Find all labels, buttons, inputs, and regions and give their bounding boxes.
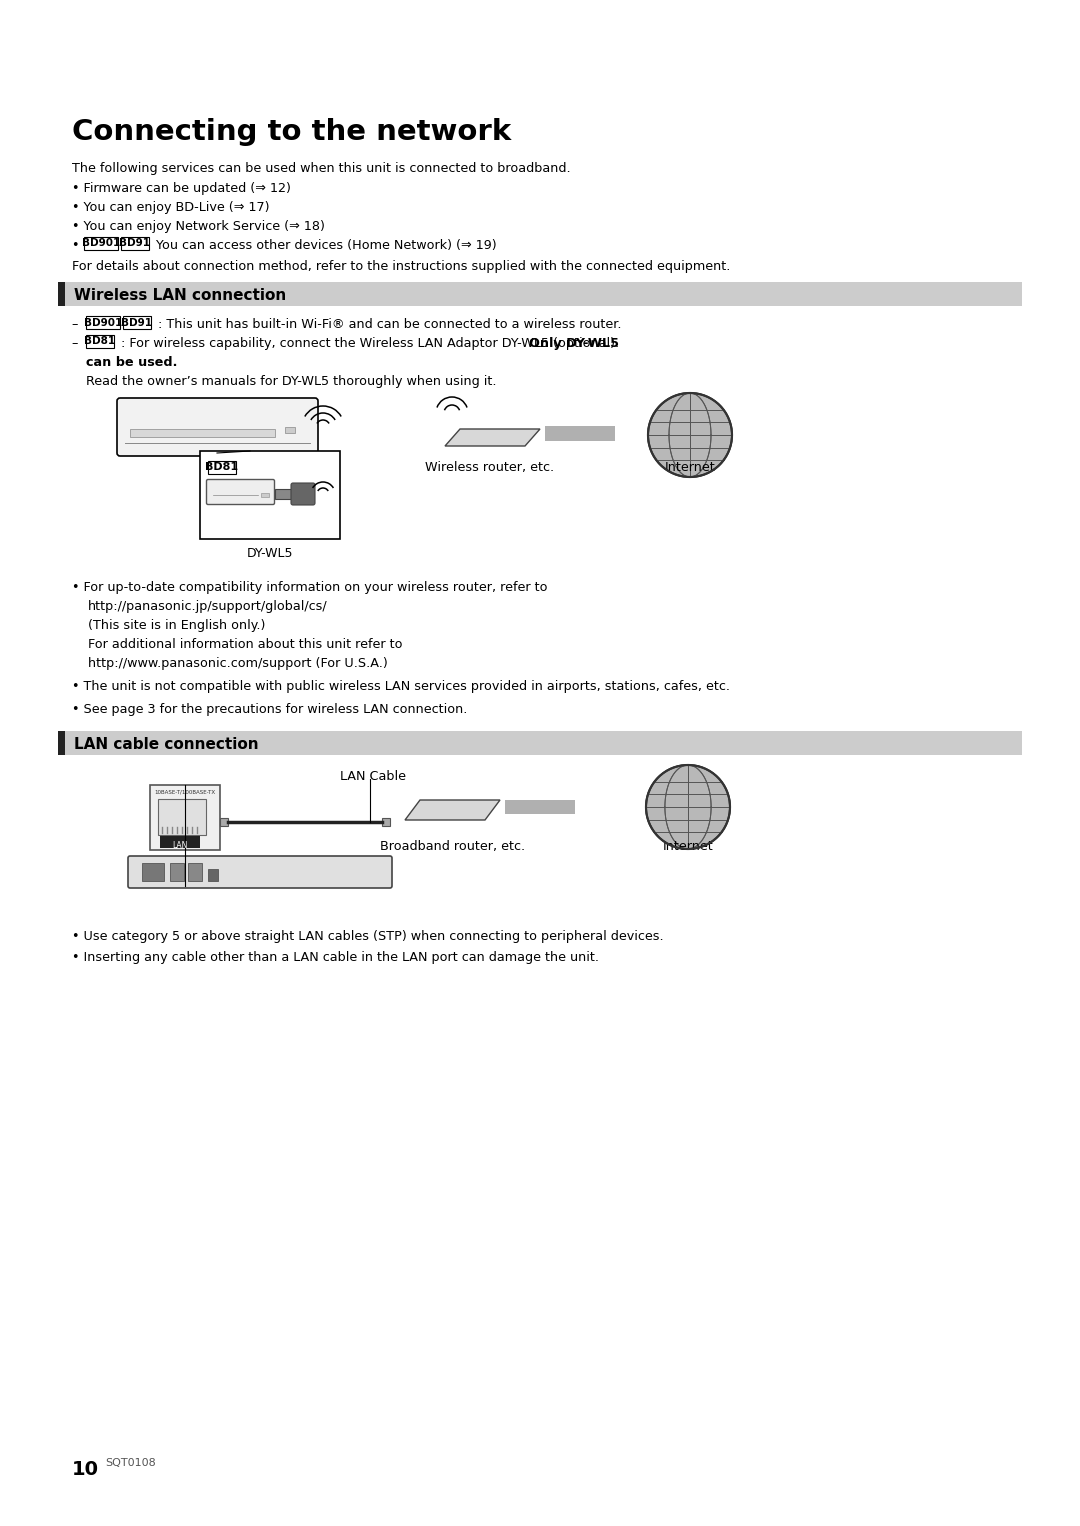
Bar: [505, 800, 575, 813]
Bar: [158, 800, 206, 835]
FancyBboxPatch shape: [129, 856, 392, 888]
Text: Only DY-WL5: Only DY-WL5: [529, 337, 619, 349]
Text: LAN: LAN: [173, 841, 188, 850]
Bar: [261, 493, 269, 497]
Text: 10: 10: [72, 1460, 99, 1479]
Bar: [208, 868, 218, 881]
Text: For additional information about this unit refer to: For additional information about this un…: [87, 638, 403, 652]
Bar: [130, 429, 275, 436]
Text: BD91: BD91: [119, 238, 150, 249]
Text: DY-WL5: DY-WL5: [246, 546, 294, 560]
Polygon shape: [405, 800, 500, 819]
Bar: [122, 316, 150, 330]
FancyBboxPatch shape: [291, 484, 315, 505]
Bar: [200, 452, 340, 539]
Bar: [141, 864, 164, 881]
Text: • The unit is not compatible with public wireless LAN services provided in airpo: • The unit is not compatible with public…: [72, 681, 730, 693]
Bar: [58, 282, 1022, 307]
Text: can be used.: can be used.: [86, 356, 177, 369]
Bar: [86, 316, 120, 330]
Bar: [150, 784, 220, 850]
Bar: [188, 864, 202, 881]
Text: BD901: BD901: [83, 317, 122, 328]
Text: 10BASE-T/100BASE-TX: 10BASE-T/100BASE-TX: [154, 789, 216, 794]
Text: • You can enjoy BD-Live (⇒ 17): • You can enjoy BD-Live (⇒ 17): [72, 201, 270, 214]
Text: BD81: BD81: [84, 337, 116, 346]
Text: BD901: BD901: [82, 238, 120, 249]
Text: • Use category 5 or above straight LAN cables (STP) when connecting to periphera: • Use category 5 or above straight LAN c…: [72, 929, 663, 943]
Text: (This site is in English only.): (This site is in English only.): [87, 620, 266, 632]
Bar: [121, 237, 149, 250]
Bar: [160, 836, 200, 848]
Text: SQT0108: SQT0108: [105, 1457, 156, 1468]
Polygon shape: [445, 429, 540, 446]
Bar: [285, 427, 295, 433]
Circle shape: [646, 765, 730, 848]
Text: • For up-to-date compatibility information on your wireless router, refer to: • For up-to-date compatibility informati…: [72, 581, 548, 594]
Bar: [382, 818, 390, 826]
Text: : For wireless capability, connect the Wireless LAN Adaptor DY-WL5 (optional).: : For wireless capability, connect the W…: [117, 337, 623, 349]
Text: Wireless router, etc.: Wireless router, etc.: [426, 461, 554, 475]
Text: •: •: [72, 240, 83, 252]
Text: http://www.panasonic.com/support (For U.S.A.): http://www.panasonic.com/support (For U.…: [87, 658, 388, 670]
Text: BD91: BD91: [121, 317, 152, 328]
Text: LAN cable connection: LAN cable connection: [75, 737, 258, 752]
Text: You can access other devices (Home Network) (⇒ 19): You can access other devices (Home Netwo…: [151, 240, 496, 252]
Text: –: –: [72, 337, 82, 349]
Bar: [275, 488, 293, 499]
Text: BD81: BD81: [205, 462, 239, 473]
Text: The following services can be used when this unit is connected to broadband.: The following services can be used when …: [72, 162, 570, 175]
Text: • Inserting any cable other than a LAN cable in the LAN port can damage the unit: • Inserting any cable other than a LAN c…: [72, 951, 599, 964]
Bar: [58, 282, 65, 307]
Text: • See page 3 for the precautions for wireless LAN connection.: • See page 3 for the precautions for wir…: [72, 703, 468, 716]
Bar: [545, 426, 615, 441]
Bar: [170, 864, 184, 881]
Bar: [58, 731, 1022, 755]
Bar: [84, 237, 118, 250]
Text: –: –: [72, 317, 82, 331]
Text: • Firmware can be updated (⇒ 12): • Firmware can be updated (⇒ 12): [72, 182, 291, 195]
Bar: [86, 336, 114, 348]
Text: Connecting to the network: Connecting to the network: [72, 118, 511, 146]
Bar: [58, 731, 65, 755]
Circle shape: [648, 394, 732, 478]
Text: Broadband router, etc.: Broadband router, etc.: [380, 839, 526, 853]
Bar: [220, 818, 228, 826]
Text: http://panasonic.jp/support/global/cs/: http://panasonic.jp/support/global/cs/: [87, 600, 327, 613]
Text: Wireless LAN connection: Wireless LAN connection: [75, 288, 286, 304]
Text: Internet: Internet: [663, 839, 714, 853]
Text: Read the owner’s manuals for DY-WL5 thoroughly when using it.: Read the owner’s manuals for DY-WL5 thor…: [86, 375, 497, 388]
FancyBboxPatch shape: [117, 398, 318, 456]
Text: LAN Cable: LAN Cable: [340, 771, 406, 783]
Text: Internet: Internet: [664, 461, 715, 475]
FancyBboxPatch shape: [206, 479, 274, 505]
Text: For details about connection method, refer to the instructions supplied with the: For details about connection method, ref…: [72, 259, 730, 273]
Bar: [208, 461, 237, 475]
Text: : This unit has built-in Wi-Fi® and can be connected to a wireless router.: : This unit has built-in Wi-Fi® and can …: [153, 317, 621, 331]
Text: • You can enjoy Network Service (⇒ 18): • You can enjoy Network Service (⇒ 18): [72, 220, 325, 233]
